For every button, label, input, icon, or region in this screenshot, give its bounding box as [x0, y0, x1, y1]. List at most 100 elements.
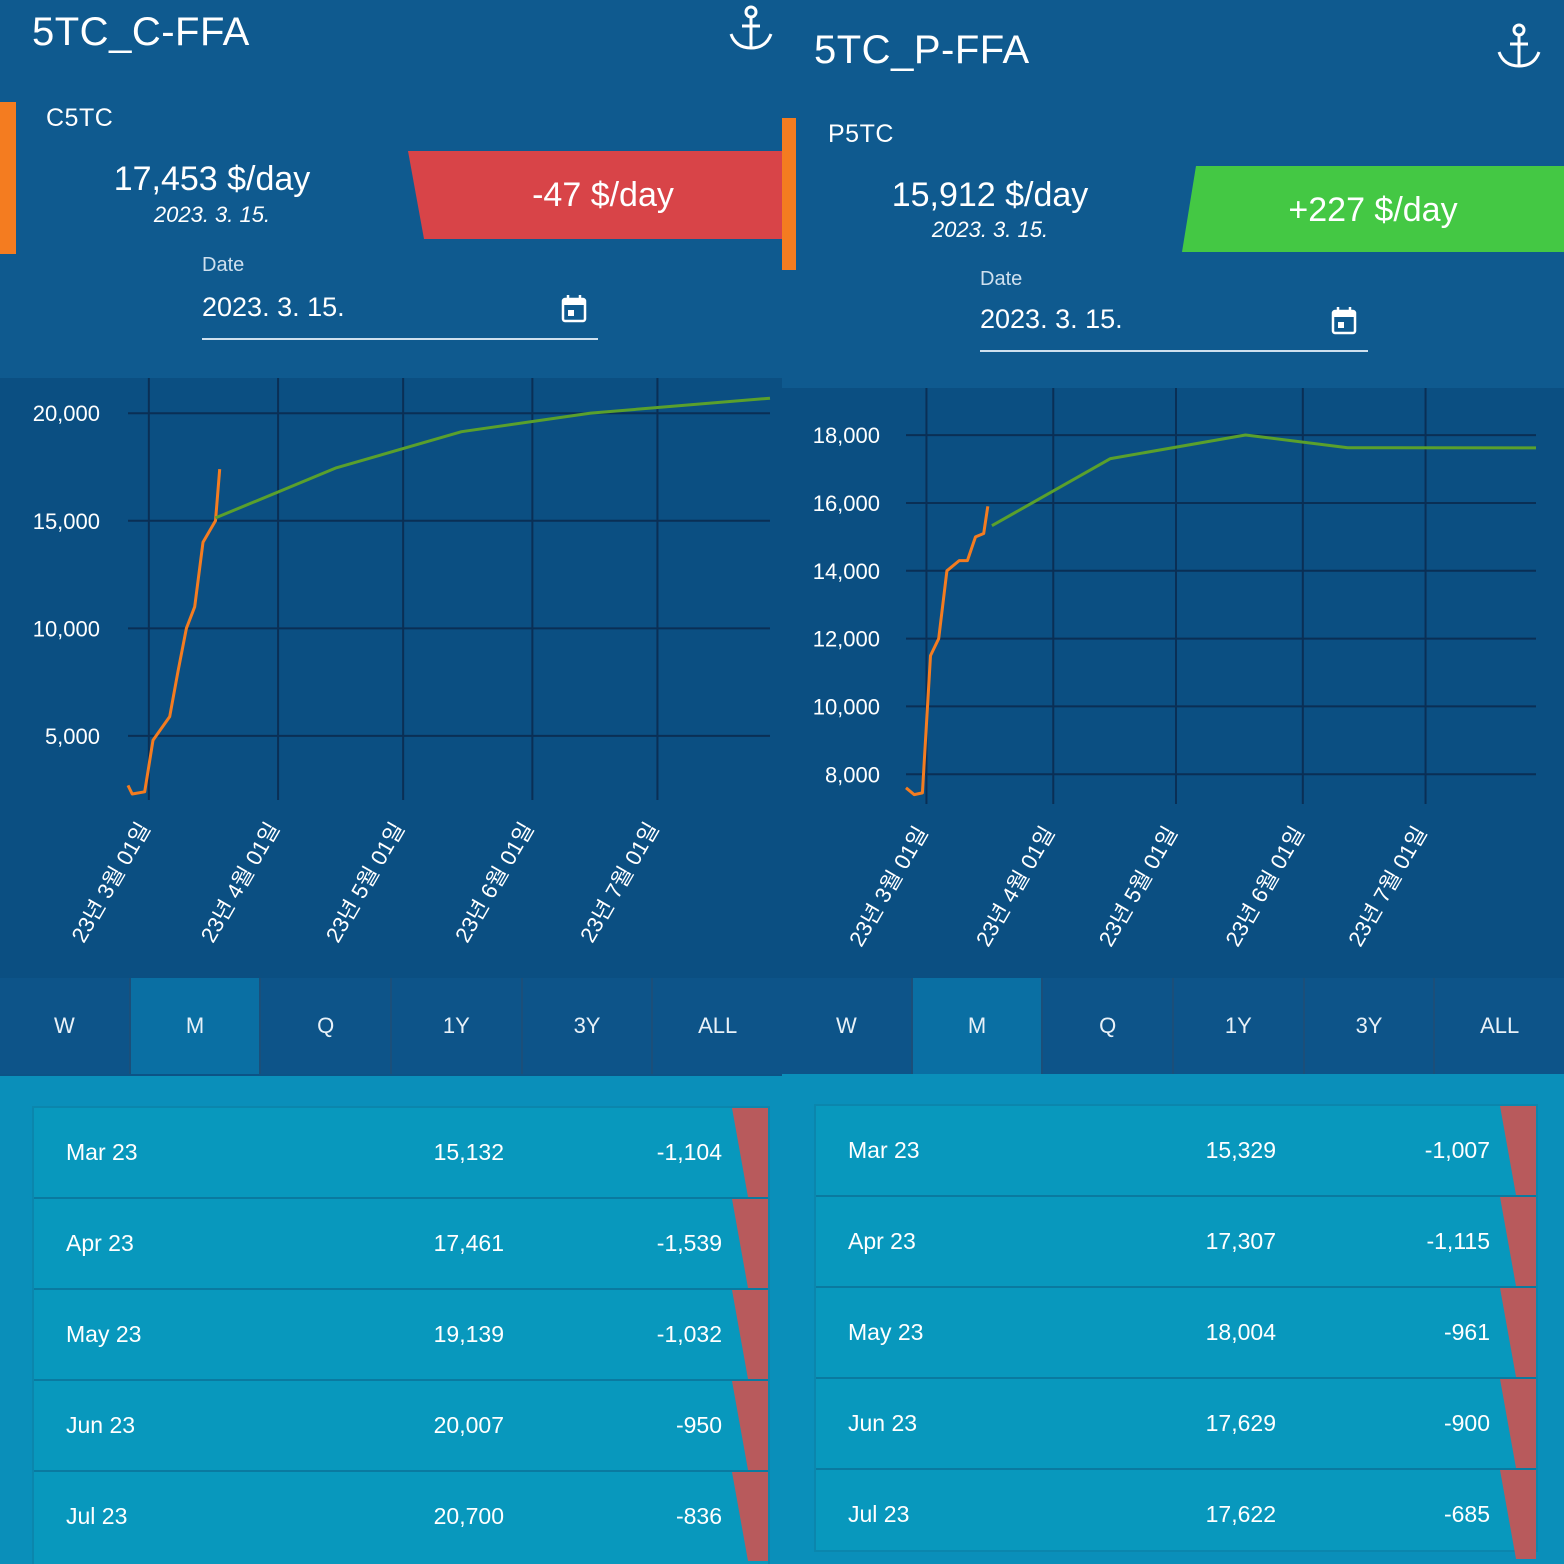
change-badge: +227 $/day: [1288, 190, 1458, 229]
x-tick-label: 23년 5월 01일: [321, 818, 410, 947]
table-row[interactable]: Mar 23 15,329 -1,007: [816, 1106, 1536, 1197]
table-row[interactable]: May 23 19,139 -1,032: [34, 1290, 768, 1381]
row-change: -1,007: [1424, 1137, 1490, 1163]
row-change: -961: [1443, 1319, 1490, 1345]
y-tick-label: 18,000: [813, 423, 880, 448]
date-label: Date: [980, 268, 1023, 290]
row-change: -900: [1443, 1410, 1490, 1436]
down-indicator: [1500, 1470, 1536, 1559]
row-change: -1,104: [656, 1139, 722, 1165]
row-value: 19,139: [433, 1321, 504, 1347]
change-badge-shape: [408, 151, 782, 239]
down-indicator: [732, 1290, 768, 1379]
index-code: C5TC: [46, 104, 114, 132]
down-indicator: [1500, 1288, 1536, 1377]
price-date: 2023. 3. 15.: [153, 202, 271, 227]
table-row[interactable]: Jul 23 20,700 -836: [34, 1472, 768, 1561]
date-label: Date: [202, 254, 245, 276]
row-value: 17,622: [1205, 1501, 1276, 1527]
accent-bar: [0, 102, 16, 254]
down-indicator: [732, 1381, 768, 1470]
y-tick-label: 16,000: [813, 491, 880, 516]
x-tick-label: 23년 3월 01일: [844, 822, 933, 951]
row-change: -836: [675, 1503, 722, 1529]
row-month: Jul 23: [66, 1503, 128, 1529]
change-badge-shape: [1182, 166, 1564, 252]
page-title: 5TC_P-FFA: [814, 28, 1030, 72]
table-row[interactable]: Mar 23 15,132 -1,104: [34, 1108, 768, 1199]
row-value: 17,461: [433, 1230, 504, 1256]
price-value: 15,912 $/day: [891, 176, 1089, 214]
row-month: Apr 23: [66, 1230, 134, 1256]
forward-table: Mar 23 15,329 -1,007 Apr 23 17,307 -1,115 May …: [814, 1104, 1538, 1559]
row-month: Apr 23: [848, 1228, 916, 1254]
row-month: May 23: [66, 1321, 142, 1347]
tab-w[interactable]: W: [782, 978, 913, 1074]
anchor-icon[interactable]: [1494, 22, 1544, 72]
tab-1y[interactable]: 1Y: [1174, 978, 1305, 1074]
table-row[interactable]: Jun 23 17,629 -900: [816, 1379, 1536, 1470]
tab-1y[interactable]: 1Y: [392, 978, 523, 1074]
row-month: Jun 23: [848, 1410, 918, 1436]
tab-q[interactable]: Q: [1043, 978, 1175, 1074]
date-field[interactable]: 2023. 3. 15.: [980, 298, 1368, 352]
tab-3y[interactable]: 3Y: [1304, 978, 1436, 1074]
p5tc-panel: 5TC_P-FFA P5TC 15,912 $/day 2023. 3. 15.…: [782, 0, 1564, 1564]
table-row[interactable]: May 23 18,004 -961: [816, 1288, 1536, 1379]
row-month: Jul 23: [848, 1501, 910, 1527]
calendar-icon[interactable]: [560, 294, 588, 324]
row-change: -1,032: [656, 1321, 722, 1347]
spot-series-line: [905, 506, 990, 797]
c5tc-panel: 5TC_C-FFA C5TC 17,453 $/day 2023. 3. 15.…: [0, 4, 782, 1564]
row-change: -685: [1443, 1501, 1490, 1527]
down-indicator: [732, 1472, 768, 1561]
tab-q[interactable]: Q: [261, 978, 393, 1074]
x-tick-label: 23년 6월 01일: [1220, 822, 1309, 951]
tab-m[interactable]: M: [912, 978, 1044, 1074]
period-tabs: W M Q 1Y 3Y ALL: [0, 978, 782, 1074]
date-field[interactable]: 2023. 3. 15.: [202, 286, 598, 340]
x-tick-label: 23년 7월 01일: [575, 818, 664, 947]
tab-m[interactable]: M: [130, 978, 262, 1074]
table-row[interactable]: Apr 23 17,461 -1,539: [34, 1199, 768, 1290]
x-tick-label: 23년 3월 01일: [66, 818, 155, 947]
x-tick-label: 23년 6월 01일: [450, 818, 539, 947]
tab-all[interactable]: ALL: [1435, 978, 1564, 1074]
table-row[interactable]: Jun 23 20,007 -950: [34, 1381, 768, 1472]
row-value: 17,307: [1205, 1228, 1276, 1254]
y-tick-label: 20,000: [33, 401, 100, 426]
y-tick-label: 10,000: [813, 694, 880, 719]
y-tick-label: 8,000: [825, 762, 880, 787]
calendar-icon[interactable]: [1330, 306, 1358, 336]
forward-series-line: [214, 396, 771, 520]
tab-all[interactable]: ALL: [653, 978, 782, 1074]
anchor-icon[interactable]: [726, 4, 776, 54]
row-month: Mar 23: [66, 1139, 138, 1165]
row-value: 18,004: [1205, 1319, 1276, 1345]
row-month: Jun 23: [66, 1412, 136, 1438]
date-value: 2023. 3. 15.: [202, 292, 345, 322]
row-change: -950: [675, 1412, 722, 1438]
table-row[interactable]: Jul 23 17,622 -685: [816, 1470, 1536, 1559]
price-value: 17,453 $/day: [113, 160, 311, 198]
down-indicator: [732, 1108, 768, 1197]
y-tick-label: 12,000: [813, 627, 880, 652]
table-row[interactable]: Apr 23 17,307 -1,115: [816, 1197, 1536, 1288]
date-value: 2023. 3. 15.: [980, 304, 1123, 334]
x-tick-label: 23년 4월 01일: [971, 822, 1060, 951]
page-title: 5TC_C-FFA: [32, 10, 250, 54]
tab-w[interactable]: W: [0, 978, 131, 1074]
row-value: 20,700: [433, 1503, 504, 1529]
forward-series-line: [991, 433, 1537, 528]
y-tick-label: 15,000: [33, 509, 100, 534]
price-chart: 8,000 10,000 12,000 14,000 16,000 18,000 23년 3…: [813, 388, 1537, 951]
down-indicator: [732, 1199, 768, 1288]
row-value: 17,629: [1205, 1410, 1276, 1436]
tab-3y[interactable]: 3Y: [522, 978, 654, 1074]
change-badge: -47 $/day: [532, 175, 674, 214]
y-tick-label: 5,000: [45, 724, 100, 749]
row-value: 20,007: [433, 1412, 504, 1438]
index-code: P5TC: [828, 120, 894, 148]
x-tick-label: 23년 4월 01일: [196, 818, 285, 947]
period-tabs: W M Q 1Y 3Y ALL: [782, 978, 1564, 1074]
